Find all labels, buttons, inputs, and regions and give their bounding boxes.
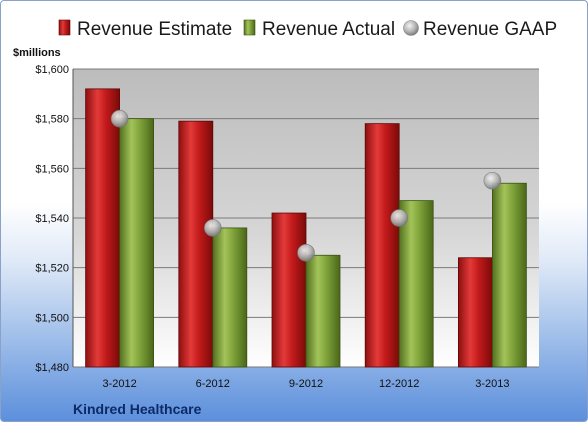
marker-gaap-6-2012	[204, 219, 222, 237]
bar-actual-9-2012	[305, 254, 341, 368]
x-tick-label: 3-2012	[102, 378, 136, 390]
legend-label: Revenue Estimate	[77, 19, 232, 40]
y-axis-unit-label: $millions	[13, 47, 61, 59]
y-tick-label: $1,500	[35, 312, 69, 324]
x-tick-label: 9-2012	[289, 378, 323, 390]
legend-swatch	[58, 19, 71, 36]
bar-actual-3-2012	[119, 118, 154, 368]
y-tick-label: $1,580	[35, 114, 69, 126]
y-tick-label: $1,520	[35, 263, 69, 275]
legend-swatch	[243, 19, 256, 36]
company-name: Kindred Healthcare	[73, 401, 202, 417]
gaap-markers	[110, 109, 502, 262]
x-tick-label: 12-2012	[379, 378, 419, 390]
x-tick-label: 6-2012	[196, 378, 230, 390]
x-tick-label: 3-2013	[475, 378, 509, 390]
y-axis: $1,480 $1,500 $1,520 $1,540 $1,560 $1,580 $1,6…	[35, 64, 74, 374]
legend-label: Revenue GAAP	[423, 19, 557, 40]
x-axis: 3-2012 6-2012 9-2012 12-2012 3-2013	[102, 378, 509, 390]
y-tick-label: $1,560	[35, 163, 69, 175]
bar-actual-6-2012	[212, 227, 248, 368]
y-tick-label: $1,480	[35, 362, 69, 374]
legend-swatch	[403, 20, 419, 36]
marker-gaap-3-2013	[483, 171, 502, 190]
bar-estimate-12-2012	[364, 123, 400, 368]
y-tick-label: $1,540	[35, 213, 69, 225]
y-tick-label: $1,600	[35, 64, 69, 76]
bar-estimate-6-2012	[178, 120, 214, 368]
bar-estimate-3-2012	[85, 88, 120, 368]
bar-estimate-3-2013	[457, 257, 493, 368]
bar-actual-3-2013	[491, 182, 527, 368]
bar-actual-12-2012	[398, 200, 434, 368]
bar-estimate-9-2012	[271, 212, 307, 368]
marker-gaap-3-2012	[110, 109, 129, 128]
marker-gaap-12-2012	[390, 209, 409, 227]
legend-label: Revenue Actual	[262, 19, 395, 40]
bars	[85, 88, 527, 368]
marker-gaap-9-2012	[297, 243, 315, 262]
legend: Revenue Estimate Revenue Actual Revenue GA…	[58, 19, 557, 40]
